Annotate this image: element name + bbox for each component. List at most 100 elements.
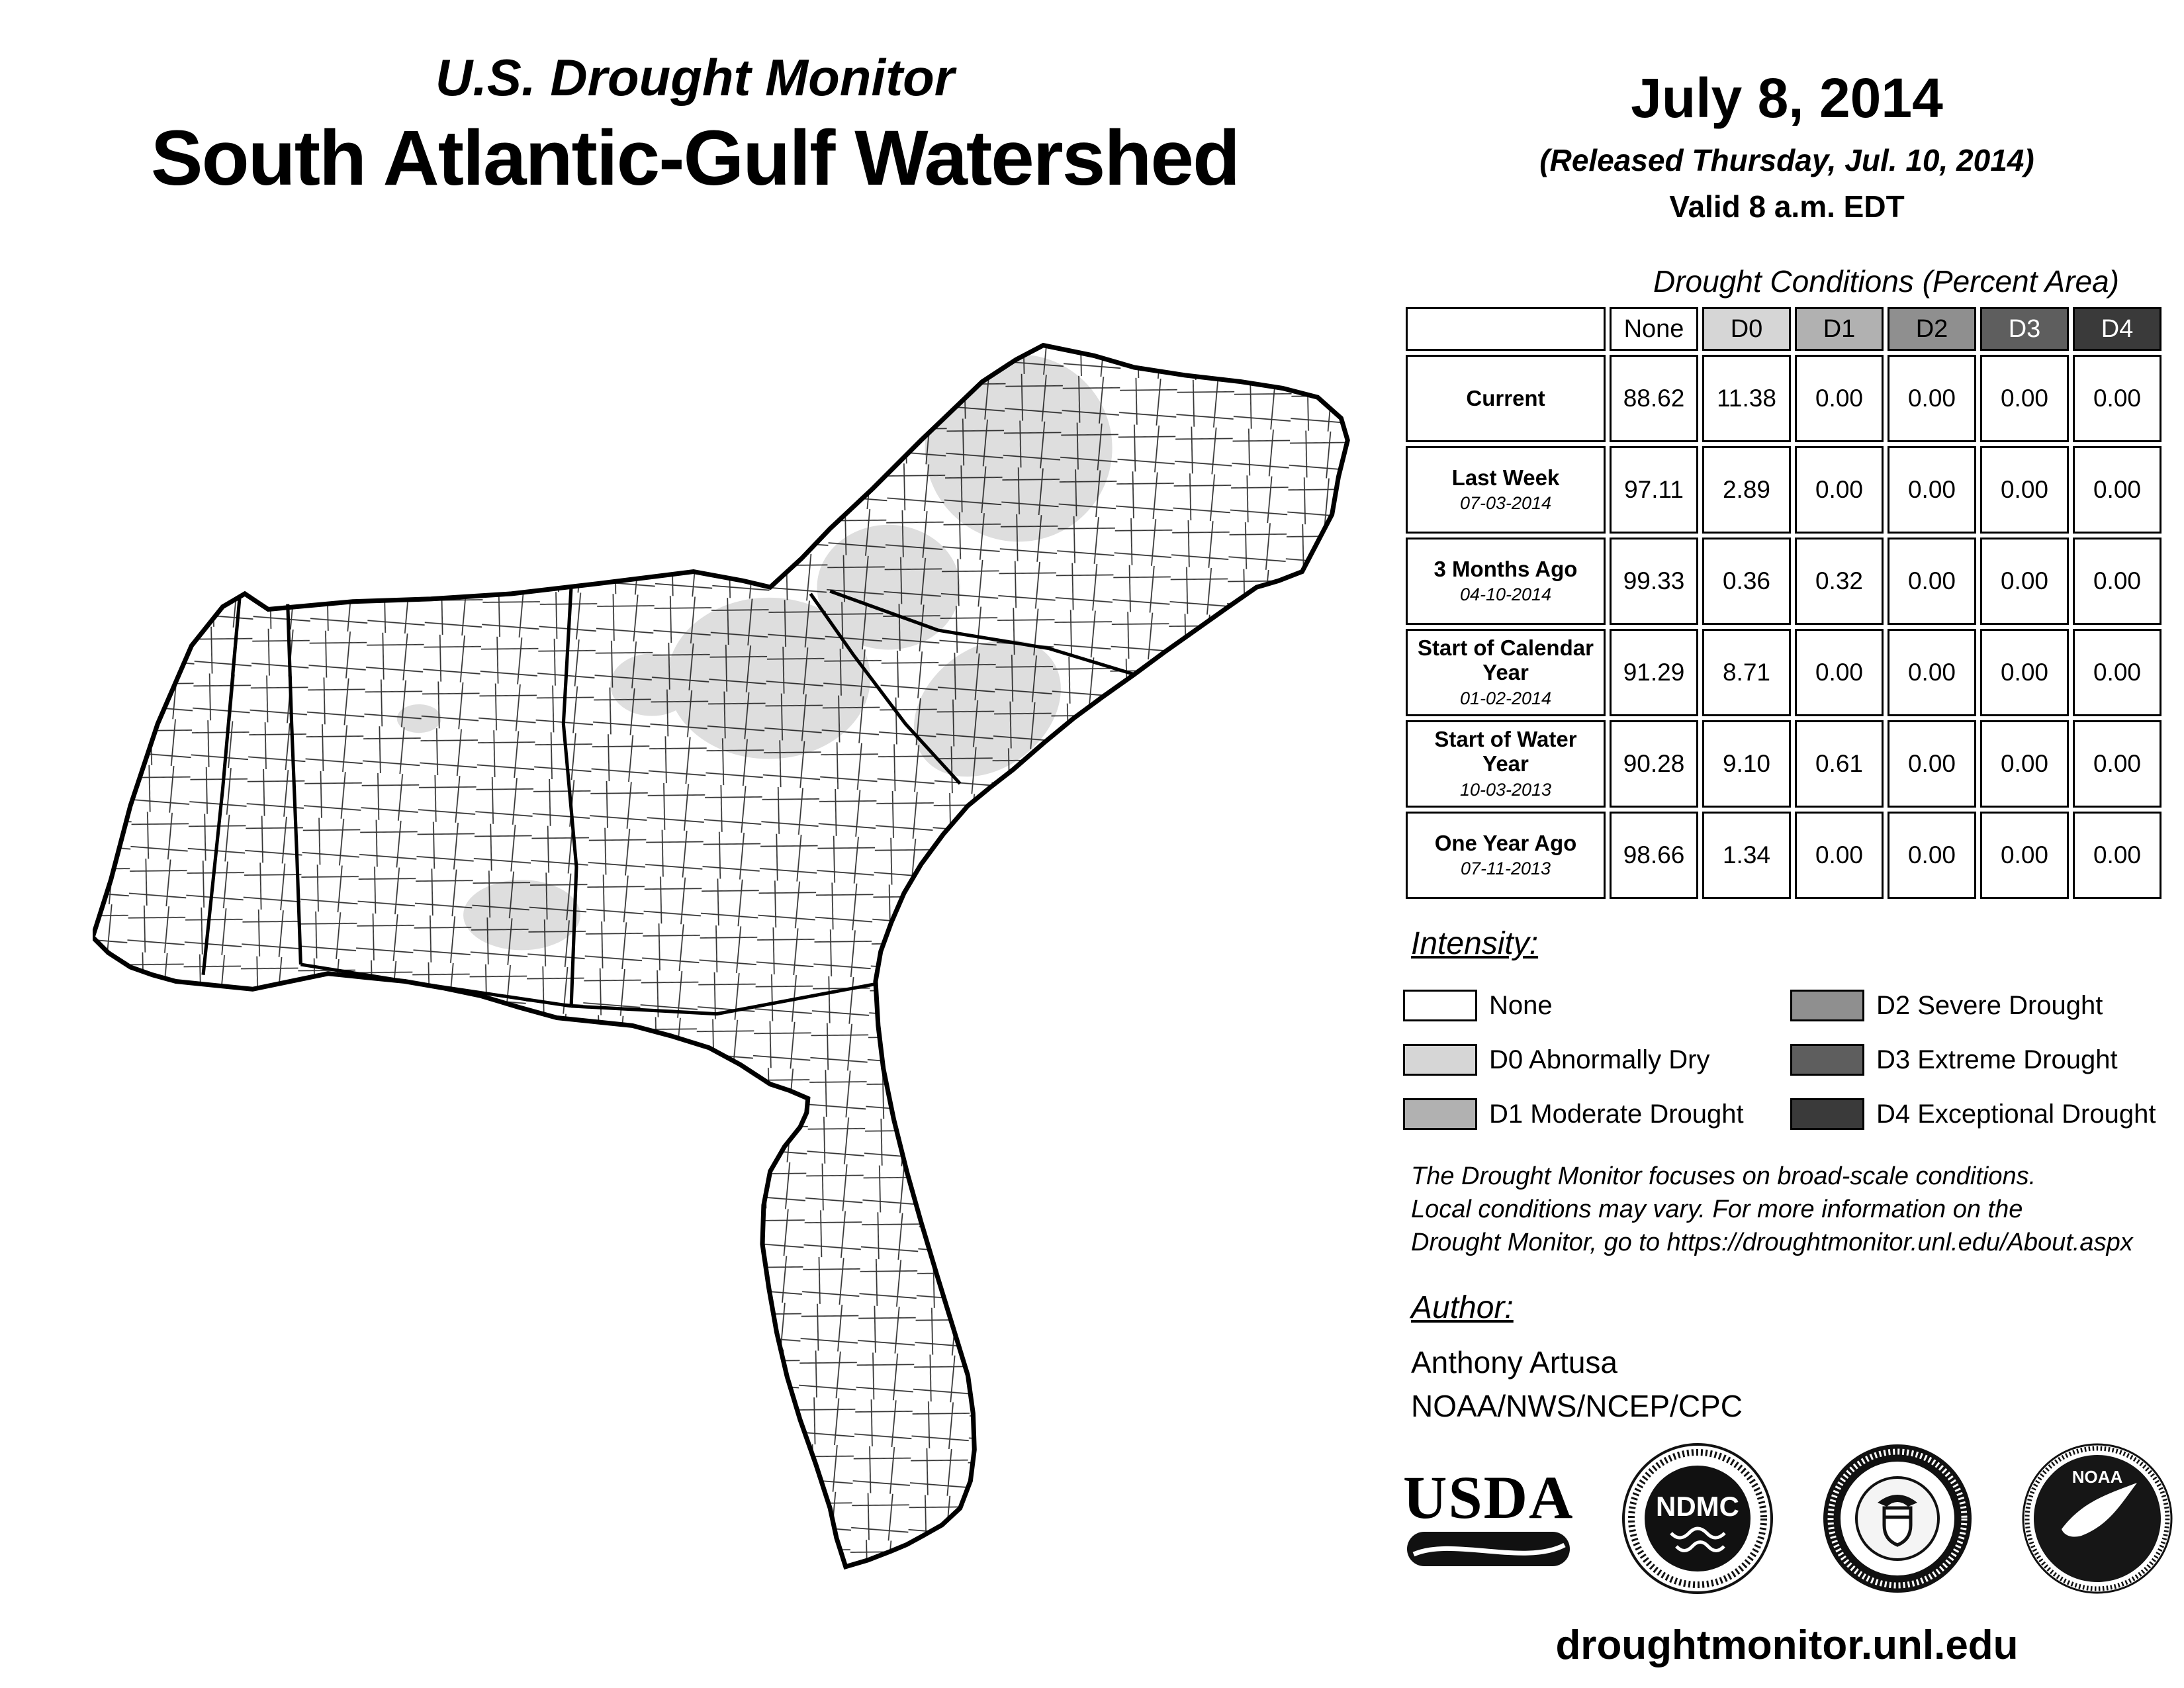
table-row: Start of Calendar Year 01-02-2014 91.29 … [1406,629,2161,716]
disclaimer-line: The Drought Monitor focuses on broad-sca… [1411,1162,2036,1190]
drought-map [93,342,1350,1570]
table-cell: 0.00 [2073,629,2161,716]
row-label-current: Current [1406,355,1606,442]
county-boundaries [93,345,1348,1567]
legend-item-d4: D4 Exceptional Drought [1790,1087,2174,1141]
date-block: July 8, 2014 (Released Thursday, Jul. 10… [1416,66,2158,224]
table-cell: 0.61 [1795,720,1884,808]
usda-logo: USDA [1403,1467,1574,1570]
col-header-d1: D1 [1795,307,1884,351]
table-row: Last Week 07-03-2014 97.11 2.89 0.00 0.0… [1406,446,2161,534]
legend-item-d0: D0 Abnormally Dry [1403,1033,1790,1087]
legend-swatch-d3 [1790,1044,1864,1076]
author-name: Anthony Artusa [1411,1345,1617,1380]
state-boundaries [201,586,1135,1016]
legend-item-d3: D3 Extreme Drought [1790,1033,2174,1087]
legend-swatch-d4 [1790,1098,1864,1130]
logo-row: USDA NDMC NOAA [1403,1442,2174,1595]
commerce-seal [1823,1444,1972,1593]
table-cell: 0.00 [1888,812,1976,899]
intensity-heading: Intensity: [1411,926,1539,961]
row-label-last-week: Last Week 07-03-2014 [1406,446,1606,534]
eagle-icon [1877,1495,1917,1507]
table-header-row: None D0 D1 D2 D3 D4 [1406,307,2161,351]
legend-swatch-d2 [1790,990,1864,1021]
legend-swatch-none [1403,990,1477,1021]
ndmc-seal: NDMC [1621,1443,1773,1594]
table-cell: 0.00 [1795,355,1884,442]
table-cell: 98.66 [1610,812,1698,899]
author-heading: Author: [1411,1290,1514,1325]
table-corner-cell [1406,307,1606,351]
drought-conditions-table: None D0 D1 D2 D3 D4 Current 88.62 11.38 … [1402,303,2165,903]
legend-label: D3 Extreme Drought [1876,1045,2118,1074]
table-cell: 0.00 [1980,812,2069,899]
table-cell: 88.62 [1610,355,1698,442]
table-cell: 0.00 [2073,812,2161,899]
table-cell: 0.00 [1795,812,1884,899]
table-cell: 0.00 [1888,538,1976,625]
valid-time: Valid 8 a.m. EDT [1669,189,1905,224]
table-cell: 0.00 [1980,355,2069,442]
table-cell: 0.00 [2073,355,2161,442]
table-cell: 2.89 [1702,446,1791,534]
legend-label: None [1489,990,1553,1020]
table-cell: 0.00 [1888,720,1976,808]
legend-label: D1 Moderate Drought [1489,1099,1744,1129]
table-row: 3 Months Ago 04-10-2014 99.33 0.36 0.32 … [1406,538,2161,625]
legend-swatch-d1 [1403,1098,1477,1130]
legend-label: D0 Abnormally Dry [1489,1045,1710,1074]
table-cell: 0.00 [1980,629,2069,716]
row-label-3-months-ago: 3 Months Ago 04-10-2014 [1406,538,1606,625]
row-label-start-water-year: Start of Water Year 10-03-2013 [1406,720,1606,808]
table-cell: 0.00 [1888,629,1976,716]
table-cell: 0.00 [1980,720,2069,808]
usda-label: USDA [1403,1464,1574,1531]
disclaimer-line: Local conditions may vary. For more info… [1411,1196,2023,1224]
report-title: U.S. Drought Monitor [435,48,955,107]
table-row: Start of Water Year 10-03-2013 90.28 9.1… [1406,720,2161,808]
intensity-legend: None D0 Abnormally Dry D1 Moderate Droug… [1403,978,2174,1141]
legend-swatch-d0 [1403,1044,1477,1076]
footer-url: droughtmonitor.unl.edu [1555,1622,2019,1668]
legend-label: D4 Exceptional Drought [1876,1099,2156,1129]
disclaimer-text: The Drought Monitor focuses on broad-sca… [1411,1160,2133,1259]
table-cell: 1.34 [1702,812,1791,899]
col-header-d0: D0 [1702,307,1791,351]
noaa-label: NOAA [2072,1467,2123,1487]
table-cell: 99.33 [1610,538,1698,625]
col-header-d3: D3 [1980,307,2069,351]
table-cell: 0.00 [2073,446,2161,534]
table-cell: 0.00 [2073,720,2161,808]
table-cell: 9.10 [1702,720,1791,808]
legend-item-d1: D1 Moderate Drought [1403,1087,1790,1141]
col-header-d2: D2 [1888,307,1976,351]
table-cell: 0.00 [1888,446,1976,534]
row-label-start-calendar-year: Start of Calendar Year 01-02-2014 [1406,629,1606,716]
report-date: July 8, 2014 [1631,67,1943,129]
map-title-block: U.S. Drought Monitor South Atlantic-Gulf… [40,48,1350,203]
table-row: Current 88.62 11.38 0.00 0.00 0.00 0.00 [1406,355,2161,442]
table-cell: 0.36 [1702,538,1791,625]
noaa-seal: NOAA [2022,1443,2173,1594]
table-cell: 90.28 [1610,720,1698,808]
table-cell: 0.00 [1888,355,1976,442]
table-cell: 0.00 [2073,538,2161,625]
author-block: Author: Anthony Artusa NOAA/NWS/NCEP/CPC [1411,1289,1743,1424]
table-cell: 0.32 [1795,538,1884,625]
usda-swoosh-icon [1407,1532,1570,1566]
watershed-outline [93,342,1350,1570]
table-title: Drought Conditions (Percent Area) [1653,264,2119,299]
legend-label: D2 Severe Drought [1876,990,2103,1020]
legend-item-d2: D2 Severe Drought [1790,978,2174,1033]
table-cell: 11.38 [1702,355,1791,442]
table-cell: 97.11 [1610,446,1698,534]
table-row: One Year Ago 07-11-2013 98.66 1.34 0.00 … [1406,812,2161,899]
row-label-one-year-ago: One Year Ago 07-11-2013 [1406,812,1606,899]
col-header-d4: D4 [2073,307,2161,351]
table-cell: 0.00 [1980,538,2069,625]
ndmc-label: NDMC [1656,1491,1739,1522]
table-cell: 0.00 [1980,446,2069,534]
legend-item-none: None [1403,978,1790,1033]
table-cell: 8.71 [1702,629,1791,716]
